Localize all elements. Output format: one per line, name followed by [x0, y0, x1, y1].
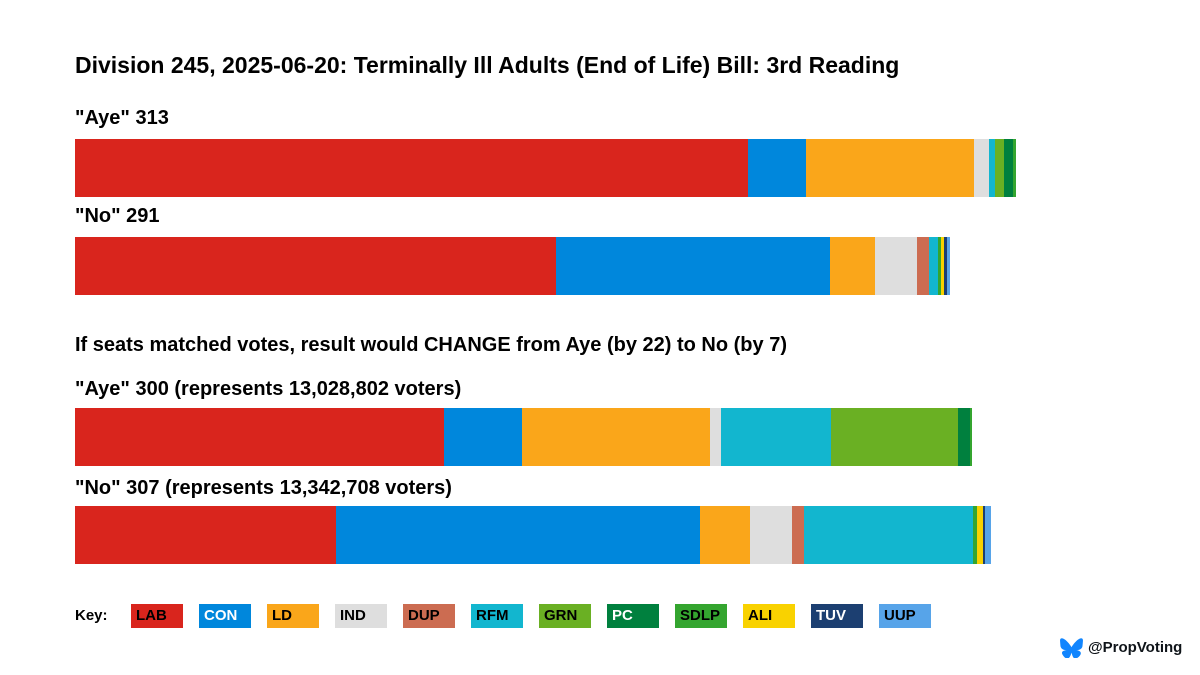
key-swatch-TUV: TUV [811, 604, 863, 628]
bar-segment-LD [829, 237, 875, 295]
bar-segment-PC [958, 408, 971, 466]
bar-segment-UUP [984, 506, 991, 564]
bar-segment-LD [522, 408, 711, 466]
watermark: @PropVoting [1060, 637, 1182, 658]
bar-label-no-votes: "No" 307 (represents 13,342,708 voters) [75, 477, 452, 499]
bar-segment-LAB [75, 408, 444, 466]
key-swatch-PC: PC [607, 604, 659, 628]
bar-segment-DUP [791, 506, 804, 564]
bar-segment-IND [973, 139, 989, 197]
bluesky-butterfly-icon [1060, 638, 1083, 658]
bar-segment-GRN [994, 139, 1004, 197]
watermark-handle: @PropVoting [1088, 639, 1183, 656]
bar-segment-ALI [976, 506, 983, 564]
bar-segment-SDLP [970, 408, 972, 466]
key-swatch-RFM: RFM [471, 604, 523, 628]
bar-segment-CON [335, 506, 700, 564]
party-key: LAB CON LD IND DUP RFM GRN PC SDLP ALI TUV UUP [131, 604, 931, 628]
key-swatch-LD: LD [267, 604, 319, 628]
key-swatch-IND: IND [335, 604, 387, 628]
bar-segment-ALI [940, 237, 944, 295]
bar-label-aye-seats: "Aye" 313 [75, 107, 169, 129]
bar-segment-CON [556, 237, 830, 295]
bar-segment-UUP [946, 237, 950, 295]
bar-segment-RFM [988, 139, 995, 197]
key-swatch-GRN: GRN [539, 604, 591, 628]
bar-segment-IND [710, 408, 722, 466]
key-label: Key: [75, 607, 108, 624]
key-swatch-LAB: LAB [131, 604, 183, 628]
bar-segment-CON [748, 139, 806, 197]
bar-segment-LAB [75, 237, 557, 295]
key-swatch-SDLP: SDLP [675, 604, 727, 628]
bar-segment-PC [1003, 139, 1013, 197]
bar-segment-SDLP [972, 506, 977, 564]
bar-segment-SDLP [937, 237, 941, 295]
bar-aye-seats [75, 139, 1016, 197]
bar-no-seats [75, 237, 950, 295]
bar-segment-LAB [75, 139, 749, 197]
bar-segment-DUP [916, 237, 929, 295]
bar-segment-IND [749, 506, 792, 564]
bar-segment-LD [805, 139, 974, 197]
chart-title: Division 245, 2025-06-20: Terminally Ill… [75, 52, 900, 78]
bar-segment-RFM [803, 506, 973, 564]
bar-segment-LD [699, 506, 750, 564]
bar-segment-RFM [721, 408, 832, 466]
bar-segment-TUV [943, 237, 947, 295]
key-swatch-CON: CON [199, 604, 251, 628]
bar-no-votes [75, 506, 991, 564]
bar-segment-GRN [831, 408, 959, 466]
bar-segment-IND [874, 237, 917, 295]
key-swatch-DUP: DUP [403, 604, 455, 628]
bar-label-aye-votes: "Aye" 300 (represents 13,028,802 voters) [75, 378, 462, 400]
bar-segment-CON [444, 408, 522, 466]
bar-segment-SDLP [1012, 139, 1016, 197]
bar-segment-RFM [928, 237, 938, 295]
key-swatch-UUP: UUP [879, 604, 931, 628]
bar-segment-LAB [75, 506, 336, 564]
bar-segment-TUV [982, 506, 985, 564]
result-change-note: If seats matched votes, result would CHA… [75, 334, 787, 356]
bar-label-no-seats: "No" 291 [75, 205, 160, 227]
key-swatch-ALI: ALI [743, 604, 795, 628]
bar-aye-votes [75, 408, 972, 466]
